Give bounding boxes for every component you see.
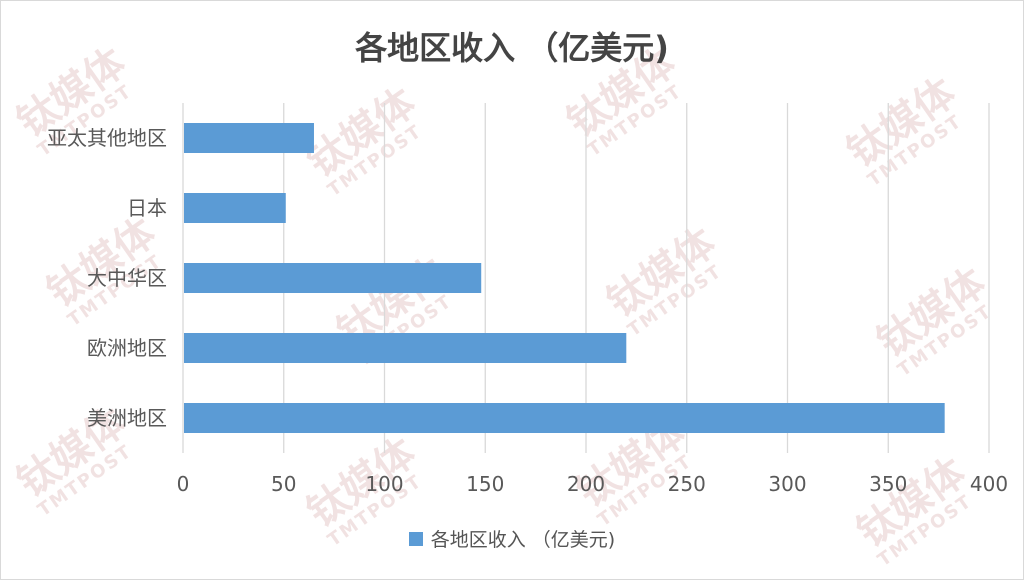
x-tick-label: 0 <box>177 472 190 496</box>
y-category-label: 日本 <box>127 196 167 220</box>
bar <box>184 193 286 223</box>
x-tick-label: 50 <box>271 472 296 496</box>
bar <box>184 263 482 293</box>
x-tick-label: 150 <box>466 472 504 496</box>
y-category-label: 大中华区 <box>87 266 167 290</box>
bar <box>184 123 314 153</box>
x-tick-label: 400 <box>970 472 1008 496</box>
legend: 各地区收入 （亿美元) <box>1 525 1023 552</box>
x-tick-label: 350 <box>869 472 907 496</box>
y-category-label: 美洲地区 <box>87 406 167 430</box>
y-category-label: 欧洲地区 <box>87 336 167 360</box>
x-tick-label: 200 <box>567 472 605 496</box>
x-tick-label: 100 <box>365 472 403 496</box>
bar <box>184 333 627 363</box>
x-tick-label: 250 <box>668 472 706 496</box>
bar <box>184 403 945 433</box>
legend-swatch <box>408 531 423 546</box>
x-tick-label: 300 <box>768 472 806 496</box>
chart-title: 各地区收入 （亿美元) <box>355 29 669 67</box>
legend-label: 各地区收入 （亿美元) <box>430 529 616 551</box>
y-category-label: 亚太其他地区 <box>47 126 167 150</box>
